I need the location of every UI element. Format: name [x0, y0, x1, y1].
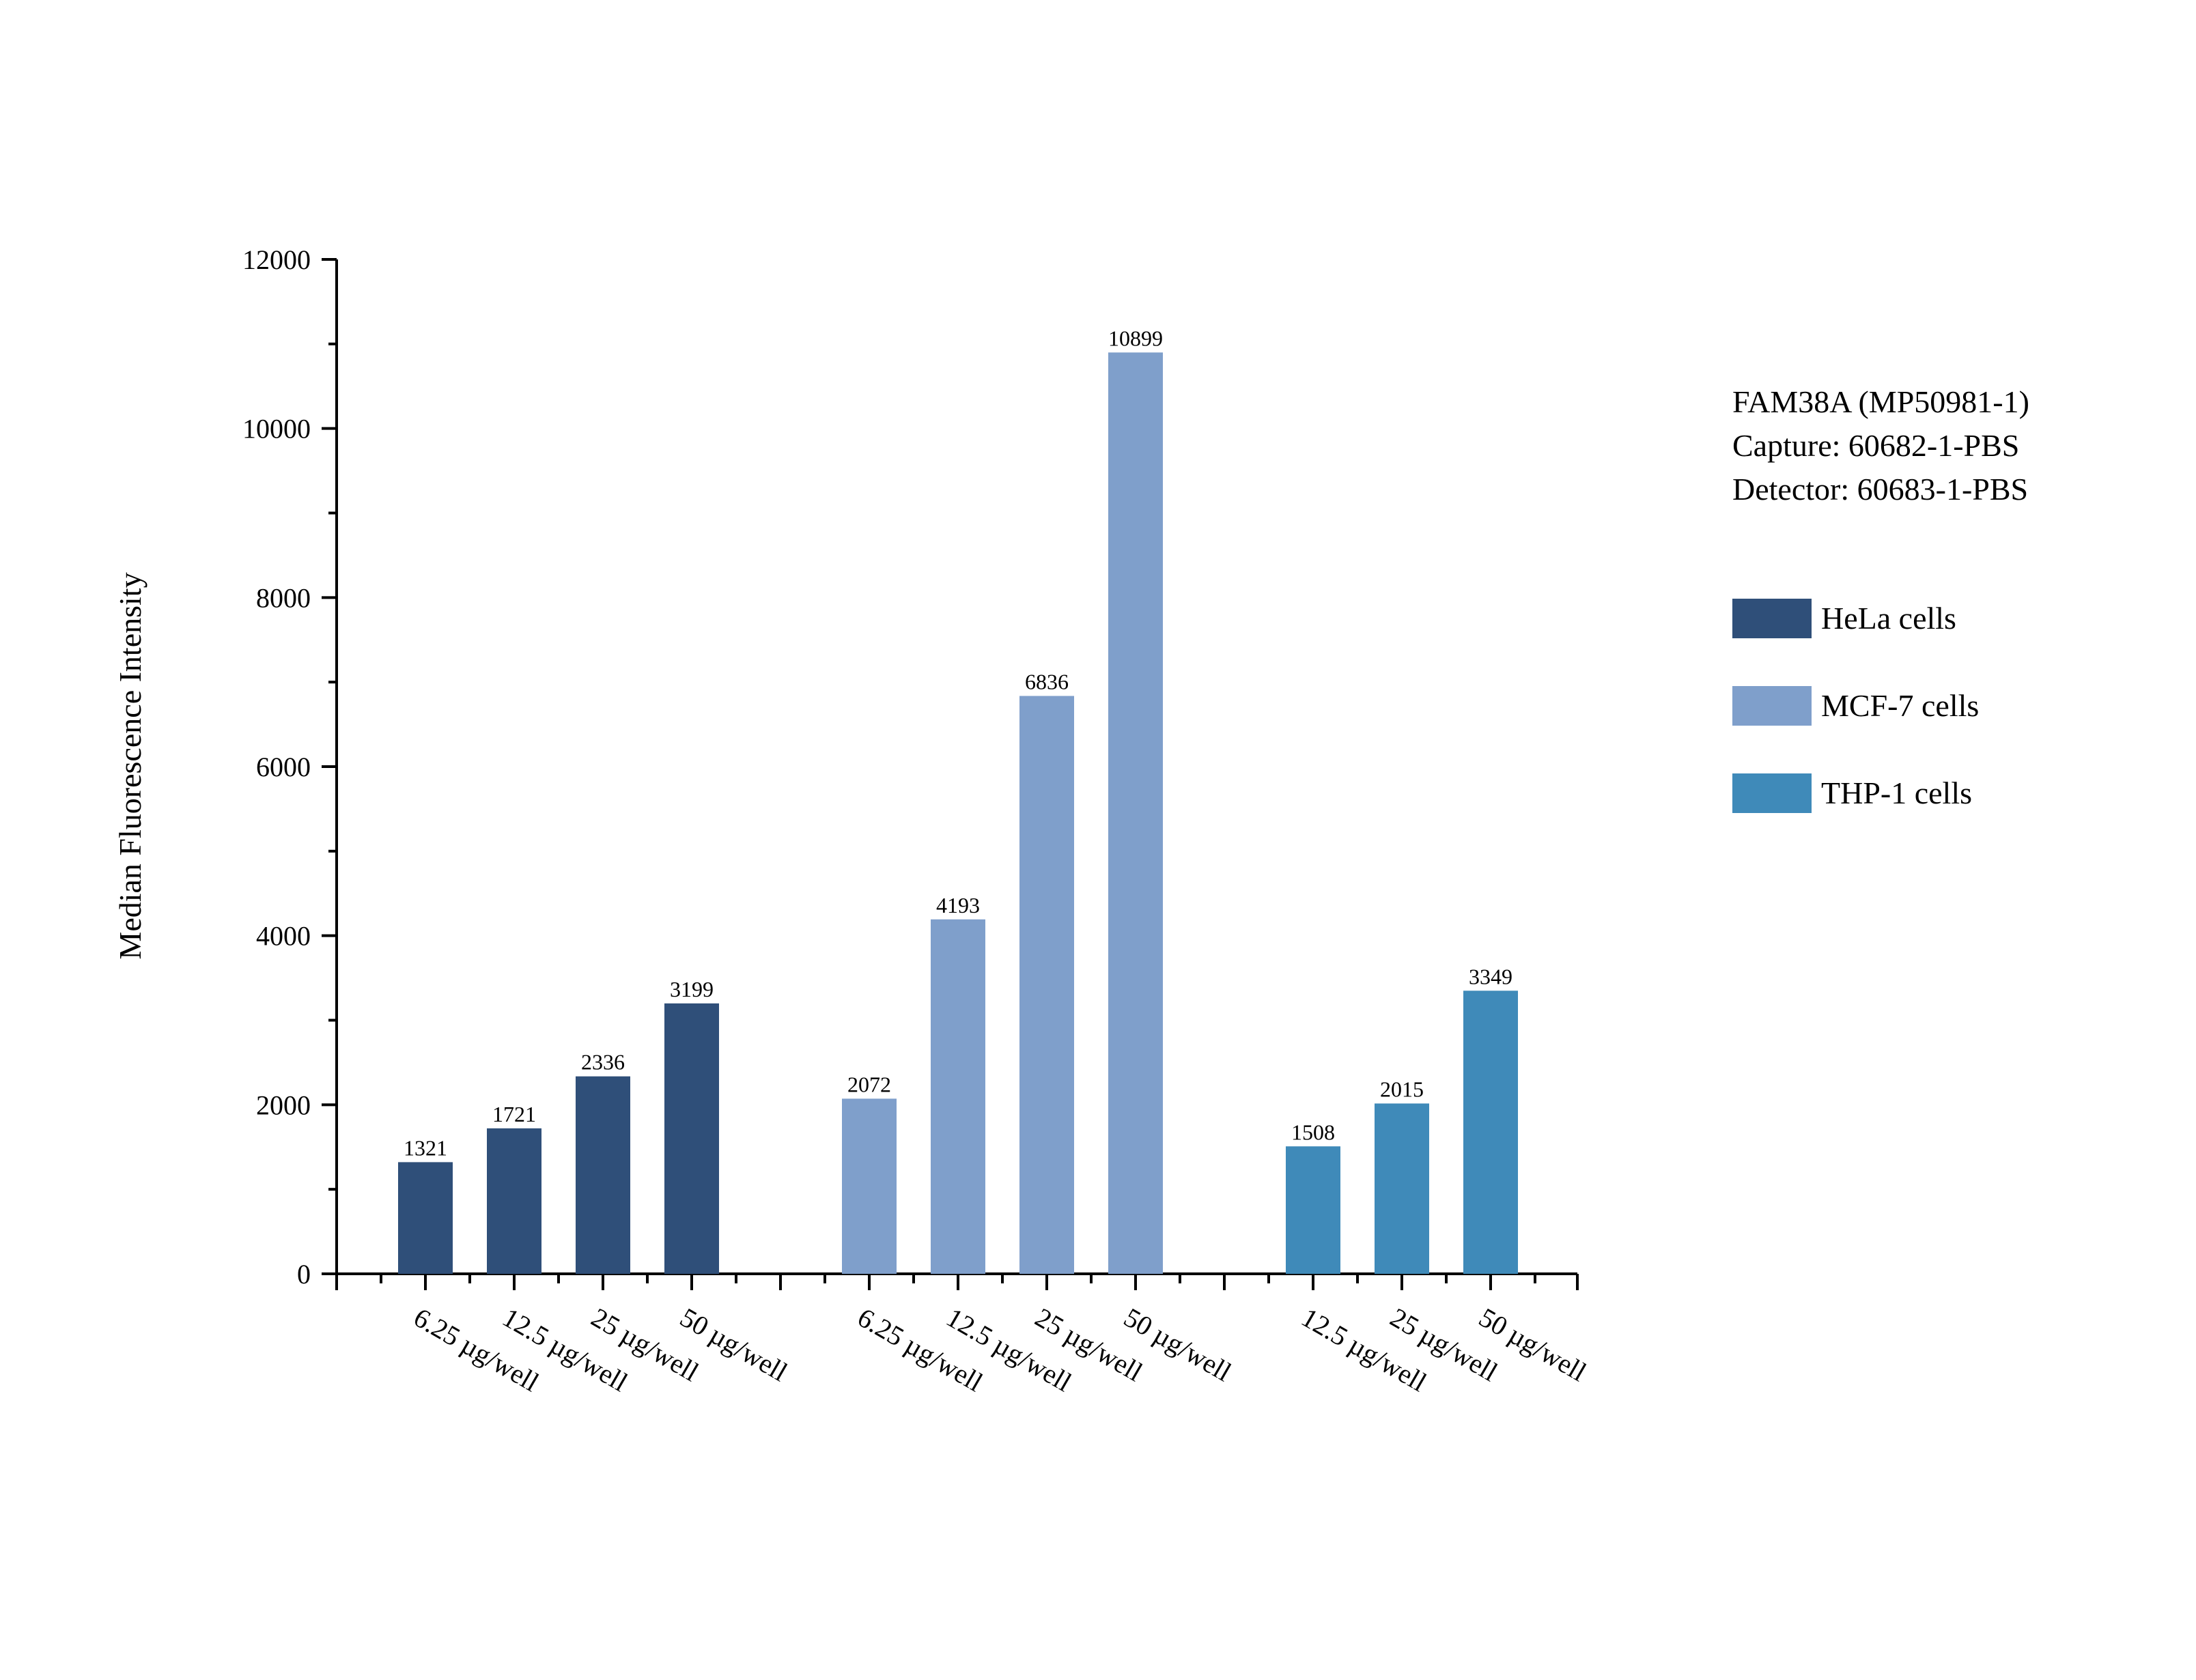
- bar: [664, 1003, 719, 1274]
- chart-info-block: FAM38A (MP50981-1) Capture: 60682-1-PBS …: [1732, 384, 2029, 507]
- y-tick-label: 0: [297, 1259, 311, 1290]
- legend-item: HeLa cells: [1732, 599, 1956, 638]
- y-axis-title: Median Fluorescence Intensity: [113, 572, 147, 959]
- bar: [842, 1098, 897, 1274]
- y-tick-label: 6000: [256, 752, 311, 782]
- bar-value-label: 1721: [492, 1102, 536, 1126]
- bar-value-label: 6836: [1025, 669, 1069, 694]
- bar-value-label: 3199: [670, 977, 714, 1001]
- bar-value-label: 4193: [936, 893, 980, 917]
- y-tick-label: 12000: [242, 244, 311, 275]
- bar: [576, 1076, 630, 1274]
- y-tick-label: 4000: [256, 921, 311, 952]
- legend-swatch: [1732, 599, 1812, 638]
- bar: [1375, 1103, 1429, 1274]
- legend-label: THP-1 cells: [1821, 775, 1972, 810]
- bar-value-label: 10899: [1108, 326, 1163, 350]
- y-tick-label: 8000: [256, 582, 311, 613]
- info-line-target: FAM38A (MP50981-1): [1732, 384, 2029, 419]
- bar-value-label: 1508: [1291, 1120, 1335, 1144]
- bar: [1108, 352, 1163, 1274]
- bar: [1019, 696, 1074, 1274]
- bar-value-label: 3349: [1469, 964, 1512, 988]
- legend-label: MCF-7 cells: [1821, 688, 1979, 723]
- bar: [398, 1162, 453, 1274]
- legend-item: MCF-7 cells: [1732, 686, 1979, 726]
- bar: [931, 919, 985, 1274]
- legend-item: THP-1 cells: [1732, 773, 1972, 813]
- info-line-capture: Capture: 60682-1-PBS: [1732, 428, 2019, 463]
- legend-label: HeLa cells: [1821, 601, 1956, 636]
- legend-swatch: [1732, 773, 1812, 813]
- bar: [1286, 1146, 1340, 1274]
- bar: [487, 1128, 541, 1274]
- bar-value-label: 2072: [847, 1072, 891, 1096]
- legend-swatch: [1732, 686, 1812, 726]
- info-line-detector: Detector: 60683-1-PBS: [1732, 472, 2028, 507]
- legend: HeLa cells MCF-7 cells THP-1 cells: [1732, 599, 1979, 813]
- bar-value-label: 2015: [1380, 1077, 1424, 1101]
- bar: [1463, 991, 1518, 1274]
- y-tick-label: 10000: [242, 414, 311, 444]
- bar-value-label: 1321: [404, 1135, 447, 1160]
- bar-value-label: 2336: [581, 1050, 625, 1074]
- y-tick-label: 2000: [256, 1090, 311, 1120]
